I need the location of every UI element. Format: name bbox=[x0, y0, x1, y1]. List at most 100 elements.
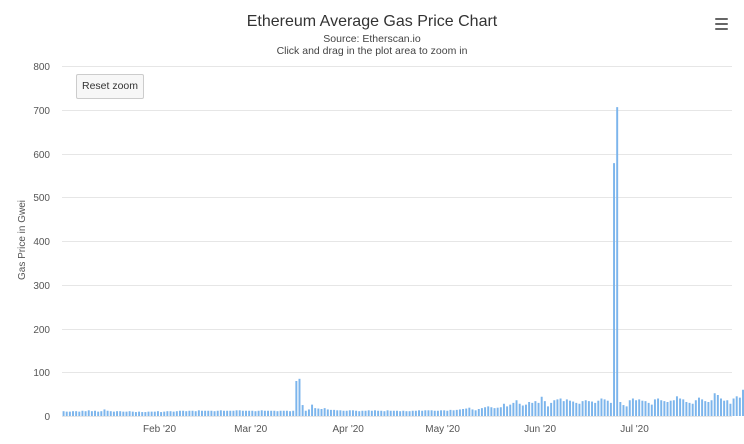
bar[interactable] bbox=[72, 411, 74, 416]
bar[interactable] bbox=[553, 400, 556, 416]
bar[interactable] bbox=[569, 400, 571, 416]
bar[interactable] bbox=[613, 163, 616, 417]
bar[interactable] bbox=[468, 407, 471, 416]
bar[interactable] bbox=[644, 401, 647, 417]
bar[interactable] bbox=[141, 412, 144, 416]
bar[interactable] bbox=[622, 405, 625, 416]
bar[interactable] bbox=[471, 409, 474, 416]
bar[interactable] bbox=[311, 404, 314, 417]
bar[interactable] bbox=[647, 402, 650, 417]
bar[interactable] bbox=[289, 411, 292, 416]
bar[interactable] bbox=[392, 410, 395, 416]
bar[interactable] bbox=[496, 407, 499, 416]
bar[interactable] bbox=[600, 398, 603, 417]
bar[interactable] bbox=[185, 411, 188, 416]
bar[interactable] bbox=[474, 410, 477, 416]
bar[interactable] bbox=[726, 400, 729, 416]
bar[interactable] bbox=[559, 398, 562, 417]
bar[interactable] bbox=[502, 403, 505, 416]
bar[interactable] bbox=[723, 400, 726, 416]
bar[interactable] bbox=[657, 398, 660, 417]
bar[interactable] bbox=[685, 402, 688, 416]
bar[interactable] bbox=[732, 398, 735, 417]
bar[interactable] bbox=[150, 411, 153, 417]
bar[interactable] bbox=[348, 410, 351, 416]
bar[interactable] bbox=[499, 407, 502, 416]
bar[interactable] bbox=[707, 402, 710, 416]
bar[interactable] bbox=[361, 410, 364, 416]
bar[interactable] bbox=[565, 399, 568, 417]
bar[interactable] bbox=[109, 411, 112, 416]
bar[interactable] bbox=[550, 402, 553, 417]
bar[interactable] bbox=[524, 404, 527, 417]
bar[interactable] bbox=[587, 401, 590, 417]
bar[interactable] bbox=[364, 410, 367, 416]
bar[interactable] bbox=[304, 410, 307, 416]
bar[interactable] bbox=[672, 400, 675, 416]
bar[interactable] bbox=[710, 400, 713, 416]
bar[interactable] bbox=[720, 398, 722, 417]
bar[interactable] bbox=[581, 401, 584, 417]
bar[interactable] bbox=[735, 396, 738, 416]
bar[interactable] bbox=[156, 411, 159, 416]
bar[interactable] bbox=[408, 411, 411, 416]
bar[interactable] bbox=[675, 396, 678, 416]
bar[interactable] bbox=[257, 410, 260, 416]
bar[interactable] bbox=[688, 402, 691, 417]
bar[interactable] bbox=[641, 400, 644, 416]
bar[interactable] bbox=[94, 410, 96, 416]
bar[interactable] bbox=[531, 402, 534, 417]
bar[interactable] bbox=[273, 410, 276, 416]
bar[interactable] bbox=[172, 411, 175, 417]
bar[interactable] bbox=[650, 404, 653, 417]
bar[interactable] bbox=[178, 410, 181, 416]
bar[interactable] bbox=[515, 400, 518, 416]
bar[interactable] bbox=[226, 410, 229, 416]
bar[interactable] bbox=[543, 401, 546, 417]
bar[interactable] bbox=[112, 411, 115, 417]
bar[interactable] bbox=[138, 411, 141, 417]
bar[interactable] bbox=[125, 411, 128, 417]
bar[interactable] bbox=[458, 409, 461, 416]
bar[interactable] bbox=[556, 399, 559, 417]
bar[interactable] bbox=[402, 410, 405, 416]
bar[interactable] bbox=[201, 410, 203, 416]
bar[interactable] bbox=[487, 406, 490, 417]
bar[interactable] bbox=[317, 408, 320, 416]
bar[interactable] bbox=[169, 411, 172, 416]
bar[interactable] bbox=[213, 411, 216, 416]
bar[interactable] bbox=[163, 411, 166, 417]
bar[interactable] bbox=[370, 410, 373, 416]
bar[interactable] bbox=[631, 398, 634, 417]
bar[interactable] bbox=[367, 410, 370, 416]
bar[interactable] bbox=[128, 411, 131, 416]
bar[interactable] bbox=[704, 401, 707, 417]
bar[interactable] bbox=[465, 408, 468, 416]
bar[interactable] bbox=[462, 409, 465, 416]
bar[interactable] bbox=[609, 402, 612, 417]
bar[interactable] bbox=[729, 403, 732, 416]
bar[interactable] bbox=[386, 410, 389, 416]
bar[interactable] bbox=[131, 411, 134, 417]
bar[interactable] bbox=[694, 400, 697, 416]
bar[interactable] bbox=[351, 410, 354, 416]
bar[interactable] bbox=[235, 410, 238, 416]
bar[interactable] bbox=[326, 409, 329, 416]
bar[interactable] bbox=[241, 410, 244, 416]
bar[interactable] bbox=[119, 411, 122, 416]
bar[interactable] bbox=[320, 409, 323, 416]
bar[interactable] bbox=[606, 400, 609, 416]
bar[interactable] bbox=[436, 410, 439, 416]
bar[interactable] bbox=[339, 410, 342, 416]
bar[interactable] bbox=[282, 410, 285, 416]
bar[interactable] bbox=[509, 404, 512, 417]
bar[interactable] bbox=[329, 409, 332, 417]
bar[interactable] bbox=[276, 411, 279, 416]
bar[interactable] bbox=[713, 393, 716, 416]
bar[interactable] bbox=[547, 406, 549, 417]
bar[interactable] bbox=[188, 410, 191, 416]
bar[interactable] bbox=[411, 410, 414, 416]
bar[interactable] bbox=[440, 410, 443, 416]
bar[interactable] bbox=[238, 410, 241, 416]
